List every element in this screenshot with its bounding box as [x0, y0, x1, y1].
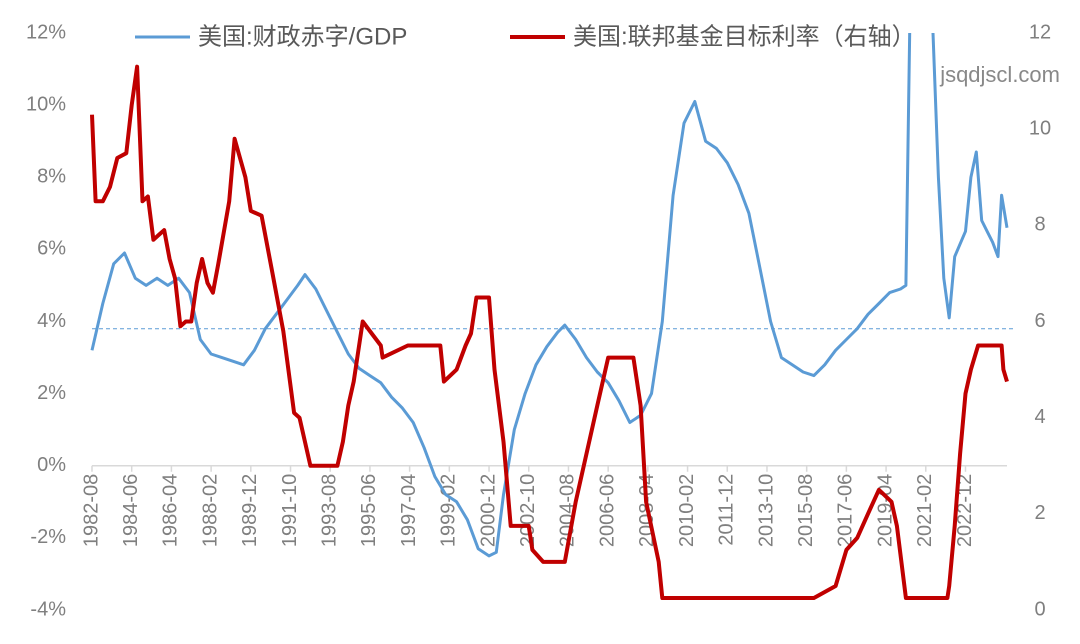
- x-tick-label: 2006-06: [596, 474, 618, 547]
- y2-tick-label: 6: [1034, 310, 1045, 332]
- y-tick-label: 8%: [37, 166, 66, 188]
- x-tick-label: 2017-06: [835, 474, 857, 547]
- x-tick-label: 2011-12: [716, 474, 738, 546]
- y-tick-label: -2%: [30, 526, 66, 548]
- plot-area: [90, 33, 1009, 600]
- legend-label: 美国:联邦基金目标利率（右轴）: [573, 23, 916, 50]
- x-tick-label: 1993-08: [319, 474, 341, 547]
- y2-tick-label: 8: [1034, 214, 1045, 236]
- x-tick-label: 2000-12: [477, 474, 499, 547]
- watermark: jsqdjscl.com: [939, 62, 1060, 87]
- x-tick-label: 2004-08: [557, 474, 579, 547]
- y2-tick-label: 0: [1034, 598, 1045, 620]
- data-line: [90, 33, 1009, 558]
- y-tick-label: 6%: [37, 238, 66, 260]
- x-tick-label: 1989-12: [239, 474, 261, 547]
- x-tick-label: 1986-04: [160, 474, 182, 547]
- x-tick-label: 1997-04: [398, 474, 420, 547]
- x-tick-label: 1984-06: [120, 474, 142, 547]
- legend-label: 美国:财政赤字/GDP: [198, 23, 407, 50]
- x-tick-label: 2010-02: [676, 474, 698, 547]
- x-tick-label: 2002-10: [517, 474, 539, 547]
- x-tick-label: 1982-08: [80, 474, 102, 547]
- data-line: [90, 64, 1009, 600]
- x-tick-label: 2021-02: [914, 474, 936, 547]
- x-tick-label: 2022-12: [954, 474, 976, 547]
- x-tick-label: 2015-08: [795, 474, 817, 547]
- y-tick-label: 2%: [37, 382, 66, 404]
- y-tick-label: -4%: [30, 598, 66, 620]
- y-tick-label: 0%: [37, 454, 66, 476]
- y2-tick-label: 2: [1034, 502, 1045, 524]
- x-tick-label: 1991-10: [279, 474, 301, 547]
- y-tick-label: 4%: [37, 310, 66, 332]
- y-tick-label: 10%: [26, 93, 66, 115]
- y2-tick-label: 12: [1029, 21, 1051, 43]
- x-tick-label: 2013-10: [755, 474, 777, 547]
- y-tick-label: 12%: [26, 21, 66, 43]
- y2-tick-label: 10: [1029, 117, 1051, 139]
- x-tick-label: 1988-02: [199, 474, 221, 547]
- x-tick-label: 1995-06: [358, 474, 380, 547]
- y2-tick-label: 4: [1034, 406, 1045, 428]
